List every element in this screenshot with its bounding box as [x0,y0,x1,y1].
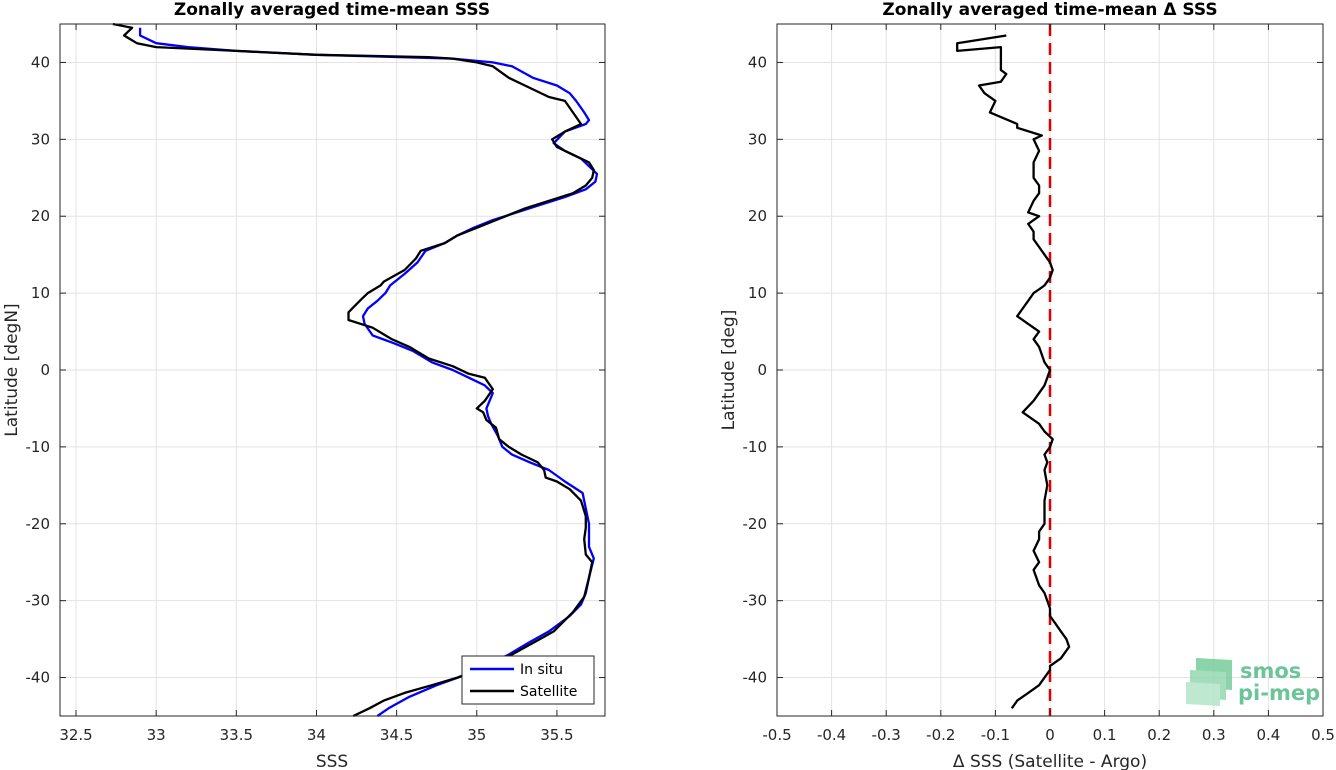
left-chart-xlabel: SSS [316,752,348,770]
left-ytick-label: 0 [40,361,50,379]
right-ytick-label: 40 [748,53,767,71]
right-xtick-label: 0.5 [1311,726,1335,744]
left-chart-ylabel: Latitude [degN] [2,303,22,436]
left-ytick-label: -20 [26,515,51,533]
left-xtick-label: 35 [467,726,486,744]
left-xtick-label: 33.5 [220,726,253,744]
right-ytick-label: -30 [743,592,768,610]
left-chart-title: Zonally averaged time-mean SSS [174,0,490,20]
left-xtick-label: 35.5 [540,726,573,744]
right-ytick-label: 0 [757,361,767,379]
smos-pi-mep-logo: smos pi-mep [1186,658,1320,706]
right-xtick-label: -0.5 [762,726,791,744]
right-ytick-label: -10 [743,438,768,456]
legend-satellite-label: Satellite [520,684,577,700]
logo-line-1: smos [1240,659,1301,683]
right-ytick-label: -40 [743,669,768,687]
logo-emblem-icon [1186,658,1232,706]
left-xtick-label: 33 [147,726,166,744]
right-ytick-label: -20 [743,515,768,533]
left-ytick-label: 10 [31,284,50,302]
left-series-satellite-line [112,22,595,718]
left-xtick-label: 32.5 [59,726,92,744]
right-xtick-label: 0 [1045,726,1055,744]
right-chart-panel: Zonally averaged time-mean Δ SSS Δ SSS (… [719,0,1335,770]
left-ytick-label: -10 [26,438,51,456]
left-ytick-label: -30 [26,592,51,610]
right-xtick-label: -0.4 [817,726,846,744]
legend-in-situ-label: In situ [520,662,563,678]
left-xtick-label: 34.5 [380,726,413,744]
right-chart-ylabel: Latitude [deg] [719,310,739,431]
logo-line-2: pi-mep [1238,681,1320,705]
left-ytick-label: 30 [31,130,50,148]
right-xtick-label: 0.3 [1202,726,1226,744]
right-chart-title: Zonally averaged time-mean Δ SSS [882,0,1217,20]
right-xtick-label: -0.3 [872,726,901,744]
right-xtick-label: -0.2 [926,726,955,744]
left-ytick-label: 20 [31,207,50,225]
right-xtick-label: -0.1 [981,726,1010,744]
right-xtick-label: 0.2 [1147,726,1171,744]
left-ytick-label: 40 [31,53,50,71]
right-series-delta-sss-line [956,34,1071,709]
right-ytick-label: 20 [748,207,767,225]
left-chart-panel: Zonally averaged time-mean SSS SSS Latit… [2,0,606,770]
right-ytick-label: 10 [748,284,767,302]
legend: In situ Satellite [461,655,595,705]
right-ytick-label: 30 [748,130,767,148]
right-chart-xlabel: Δ SSS (Satellite - Argo) [953,752,1147,770]
left-xtick-label: 34 [307,726,326,744]
right-xtick-label: 0.1 [1093,726,1117,744]
left-ytick-label: -40 [26,669,51,687]
right-xtick-label: 0.4 [1256,726,1280,744]
